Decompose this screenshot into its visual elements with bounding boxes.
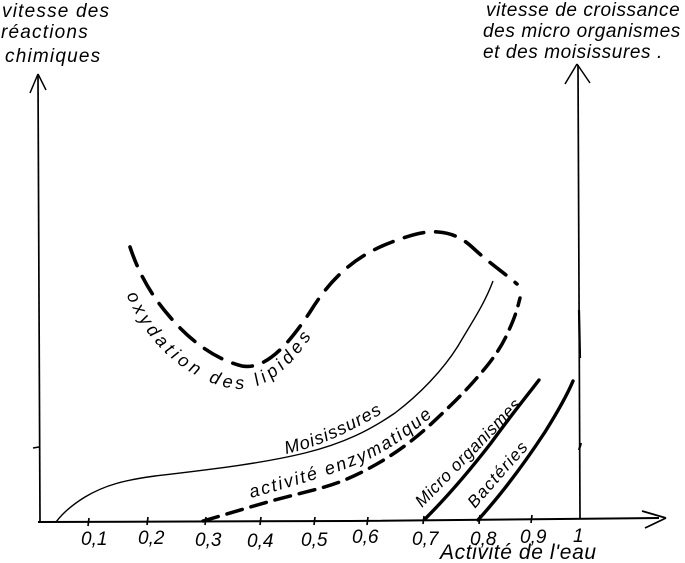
svg-text:vitesse de croissance: vitesse de croissance — [486, 0, 680, 21]
svg-text:0,8: 0,8 — [470, 529, 497, 550]
svg-text:vitesse des: vitesse des — [2, 1, 110, 22]
svg-text:chimiques: chimiques — [5, 46, 101, 67]
svg-text:0,1: 0,1 — [81, 529, 107, 550]
svg-text:1: 1 — [573, 526, 584, 547]
svg-text:0,4: 0,4 — [247, 531, 273, 552]
svg-text:0,7: 0,7 — [412, 529, 440, 550]
svg-text:des micro organismes: des micro organismes — [483, 21, 681, 42]
svg-text:0,6: 0,6 — [352, 527, 379, 548]
svg-text:0,3: 0,3 — [195, 530, 222, 551]
svg-text:réactions: réactions — [1, 22, 89, 43]
svg-text:0,5: 0,5 — [301, 530, 328, 551]
svg-text:Activité de l'eau: Activité de l'eau — [438, 541, 597, 563]
svg-text:0,9: 0,9 — [520, 527, 547, 548]
svg-text:0,2: 0,2 — [138, 528, 165, 549]
svg-text:et des moisissures .: et des moisissures . — [483, 42, 663, 63]
